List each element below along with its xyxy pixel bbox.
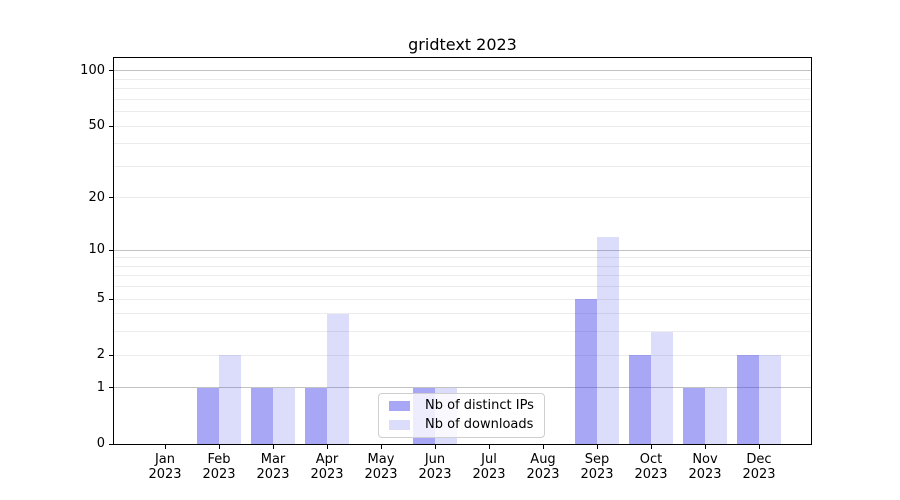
x-label-feb: Feb 2023	[202, 452, 236, 482]
x-label-jun: Jun 2023	[418, 452, 452, 482]
x-label-jul: Jul 2023	[472, 452, 506, 482]
x-label-apr: Apr 2023	[310, 452, 344, 482]
x-tick-apr	[327, 445, 328, 449]
y-label-20: 20	[88, 189, 105, 205]
minor-gridline-y7	[114, 275, 811, 277]
x-tick-oct	[651, 445, 652, 449]
minor-gridline-y40	[114, 143, 811, 145]
bar-downloads-sep	[597, 236, 619, 444]
legend: Nb of distinct IPs Nb of downloads	[378, 393, 545, 438]
x-tick-nov	[705, 445, 706, 449]
major-gridline-y10	[114, 249, 811, 251]
y-tick-0	[109, 443, 113, 445]
minor-gridline-y2	[114, 354, 811, 356]
chart-title: gridtext 2023	[408, 35, 517, 54]
legend-row-distinct-ips: Nb of distinct IPs	[389, 399, 544, 413]
bar-downloads-mar	[273, 387, 295, 444]
x-label-may: May 2023	[364, 452, 398, 482]
y-tick-50	[109, 125, 113, 127]
y-tick-5	[109, 298, 113, 300]
minor-gridline-y60	[114, 111, 811, 113]
minor-gridline-y9	[114, 257, 811, 259]
bar-distinct-ips-apr	[305, 387, 327, 444]
x-tick-feb	[219, 445, 220, 449]
x-label-jan: Jan 2023	[148, 452, 182, 482]
x-tick-mar	[273, 445, 274, 449]
bar-downloads-dec	[759, 355, 781, 444]
minor-gridline-y5	[114, 298, 811, 300]
minor-gridline-y50	[114, 125, 811, 127]
minor-gridline-y3	[114, 331, 811, 333]
y-tick-1	[109, 387, 113, 389]
x-label-nov: Nov 2023	[688, 452, 722, 482]
y-label-10: 10	[88, 242, 105, 258]
y-label-2: 2	[96, 347, 105, 363]
bar-downloads-nov	[705, 387, 727, 444]
x-label-oct: Oct 2023	[634, 452, 668, 482]
minor-gridline-y6	[114, 286, 811, 288]
legend-label-downloads: Nb of downloads	[425, 417, 534, 432]
minor-gridline-y30	[114, 165, 811, 167]
bar-distinct-ips-oct	[629, 355, 651, 444]
y-tick-2	[109, 354, 113, 356]
bar-downloads-apr	[327, 313, 349, 444]
x-tick-dec	[759, 445, 760, 449]
plot-area: Nb of distinct IPs Nb of downloads	[113, 57, 812, 445]
y-tick-10	[109, 249, 113, 251]
y-tick-100	[109, 70, 113, 72]
x-tick-sep	[597, 445, 598, 449]
x-tick-jun	[435, 445, 436, 449]
x-label-dec: Dec 2023	[742, 452, 776, 482]
y-label-50: 50	[88, 118, 105, 134]
y-label-100: 100	[80, 62, 105, 78]
x-label-aug: Aug 2023	[526, 452, 560, 482]
x-tick-may	[381, 445, 382, 449]
bar-distinct-ips-dec	[737, 355, 759, 444]
major-gridline-y1	[114, 387, 811, 389]
bar-distinct-ips-sep	[575, 299, 597, 444]
bar-downloads-oct	[651, 331, 673, 444]
x-label-sep: Sep 2023	[580, 452, 614, 482]
minor-gridline-y4	[114, 313, 811, 315]
y-label-1: 1	[96, 379, 105, 395]
legend-label-distinct-ips: Nb of distinct IPs	[425, 398, 534, 413]
x-tick-jan	[165, 445, 166, 449]
minor-gridline-y8	[114, 265, 811, 267]
minor-gridline-y20	[114, 197, 811, 199]
x-tick-jul	[489, 445, 490, 449]
bar-distinct-ips-mar	[251, 387, 273, 444]
bar-downloads-feb	[219, 355, 241, 444]
legend-row-downloads: Nb of downloads	[389, 418, 544, 432]
minor-gridline-y80	[114, 88, 811, 90]
y-tick-20	[109, 197, 113, 199]
y-label-5: 5	[96, 291, 105, 307]
legend-swatch-downloads	[389, 420, 410, 430]
y-label-0: 0	[96, 436, 105, 451]
x-label-mar: Mar 2023	[256, 452, 290, 482]
minor-gridline-y90	[114, 78, 811, 80]
legend-swatch-distinct-ips	[389, 401, 410, 411]
major-gridline-y100	[114, 70, 811, 72]
x-tick-aug	[543, 445, 544, 449]
bar-distinct-ips-nov	[683, 387, 705, 444]
bar-distinct-ips-feb	[197, 387, 219, 444]
minor-gridline-y70	[114, 98, 811, 100]
